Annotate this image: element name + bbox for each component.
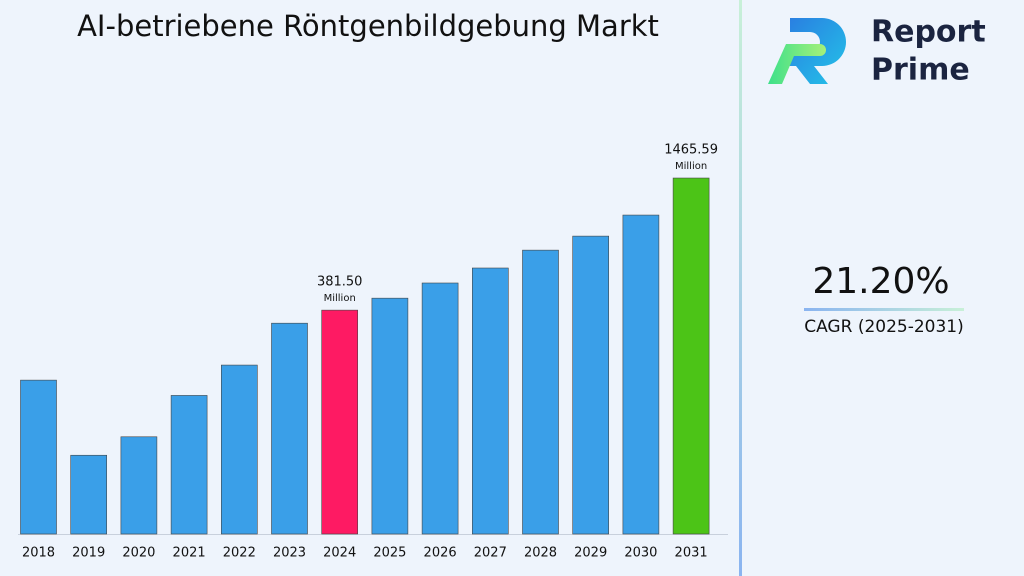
brand: Prime (871, 53, 970, 88)
bar (221, 364, 258, 535)
x-tick-label: 2018 (22, 546, 55, 561)
x-tick-label: 2029 (574, 546, 607, 561)
x-tick-label: 2022 (223, 546, 256, 561)
x-tick-label: 2024 (323, 546, 356, 561)
bar (622, 214, 660, 535)
unit-label: Million (675, 161, 707, 172)
bar (471, 267, 509, 535)
bar (321, 309, 359, 535)
bar (421, 282, 459, 535)
bar (70, 454, 107, 535)
bar (20, 379, 57, 535)
divider (739, 0, 742, 576)
cagr-value: 21.20% (812, 261, 949, 302)
brand: Report (871, 15, 986, 50)
bar (572, 235, 610, 535)
x-tick-label: 2019 (72, 546, 105, 561)
x-tick-label: 2023 (273, 546, 306, 561)
x-tick-label: 2020 (122, 546, 155, 561)
chart-title: AI-betriebene Röntgenbildgebung Markt (77, 9, 659, 43)
bar (271, 322, 308, 535)
underline (804, 308, 964, 311)
logo (768, 18, 846, 84)
bar (170, 395, 208, 535)
x-tick-label: 2031 (675, 546, 708, 561)
bar (371, 297, 409, 535)
x-tick-label: 2026 (424, 546, 457, 561)
bar (522, 249, 559, 535)
x-tick-label: 2028 (524, 546, 557, 561)
value-label: 1465.59 (664, 143, 718, 158)
x-tick-label: 2025 (373, 546, 406, 561)
x-tick-label: 2030 (624, 546, 657, 561)
x-tick-label: 2021 (173, 546, 206, 561)
bar (672, 177, 710, 535)
value-label: 381.50 (317, 275, 363, 290)
cagr-label: CAGR (2025-2031) (804, 317, 964, 337)
unit-label: Million (324, 293, 356, 304)
bar (120, 436, 158, 535)
x-tick-label: 2027 (474, 546, 507, 561)
